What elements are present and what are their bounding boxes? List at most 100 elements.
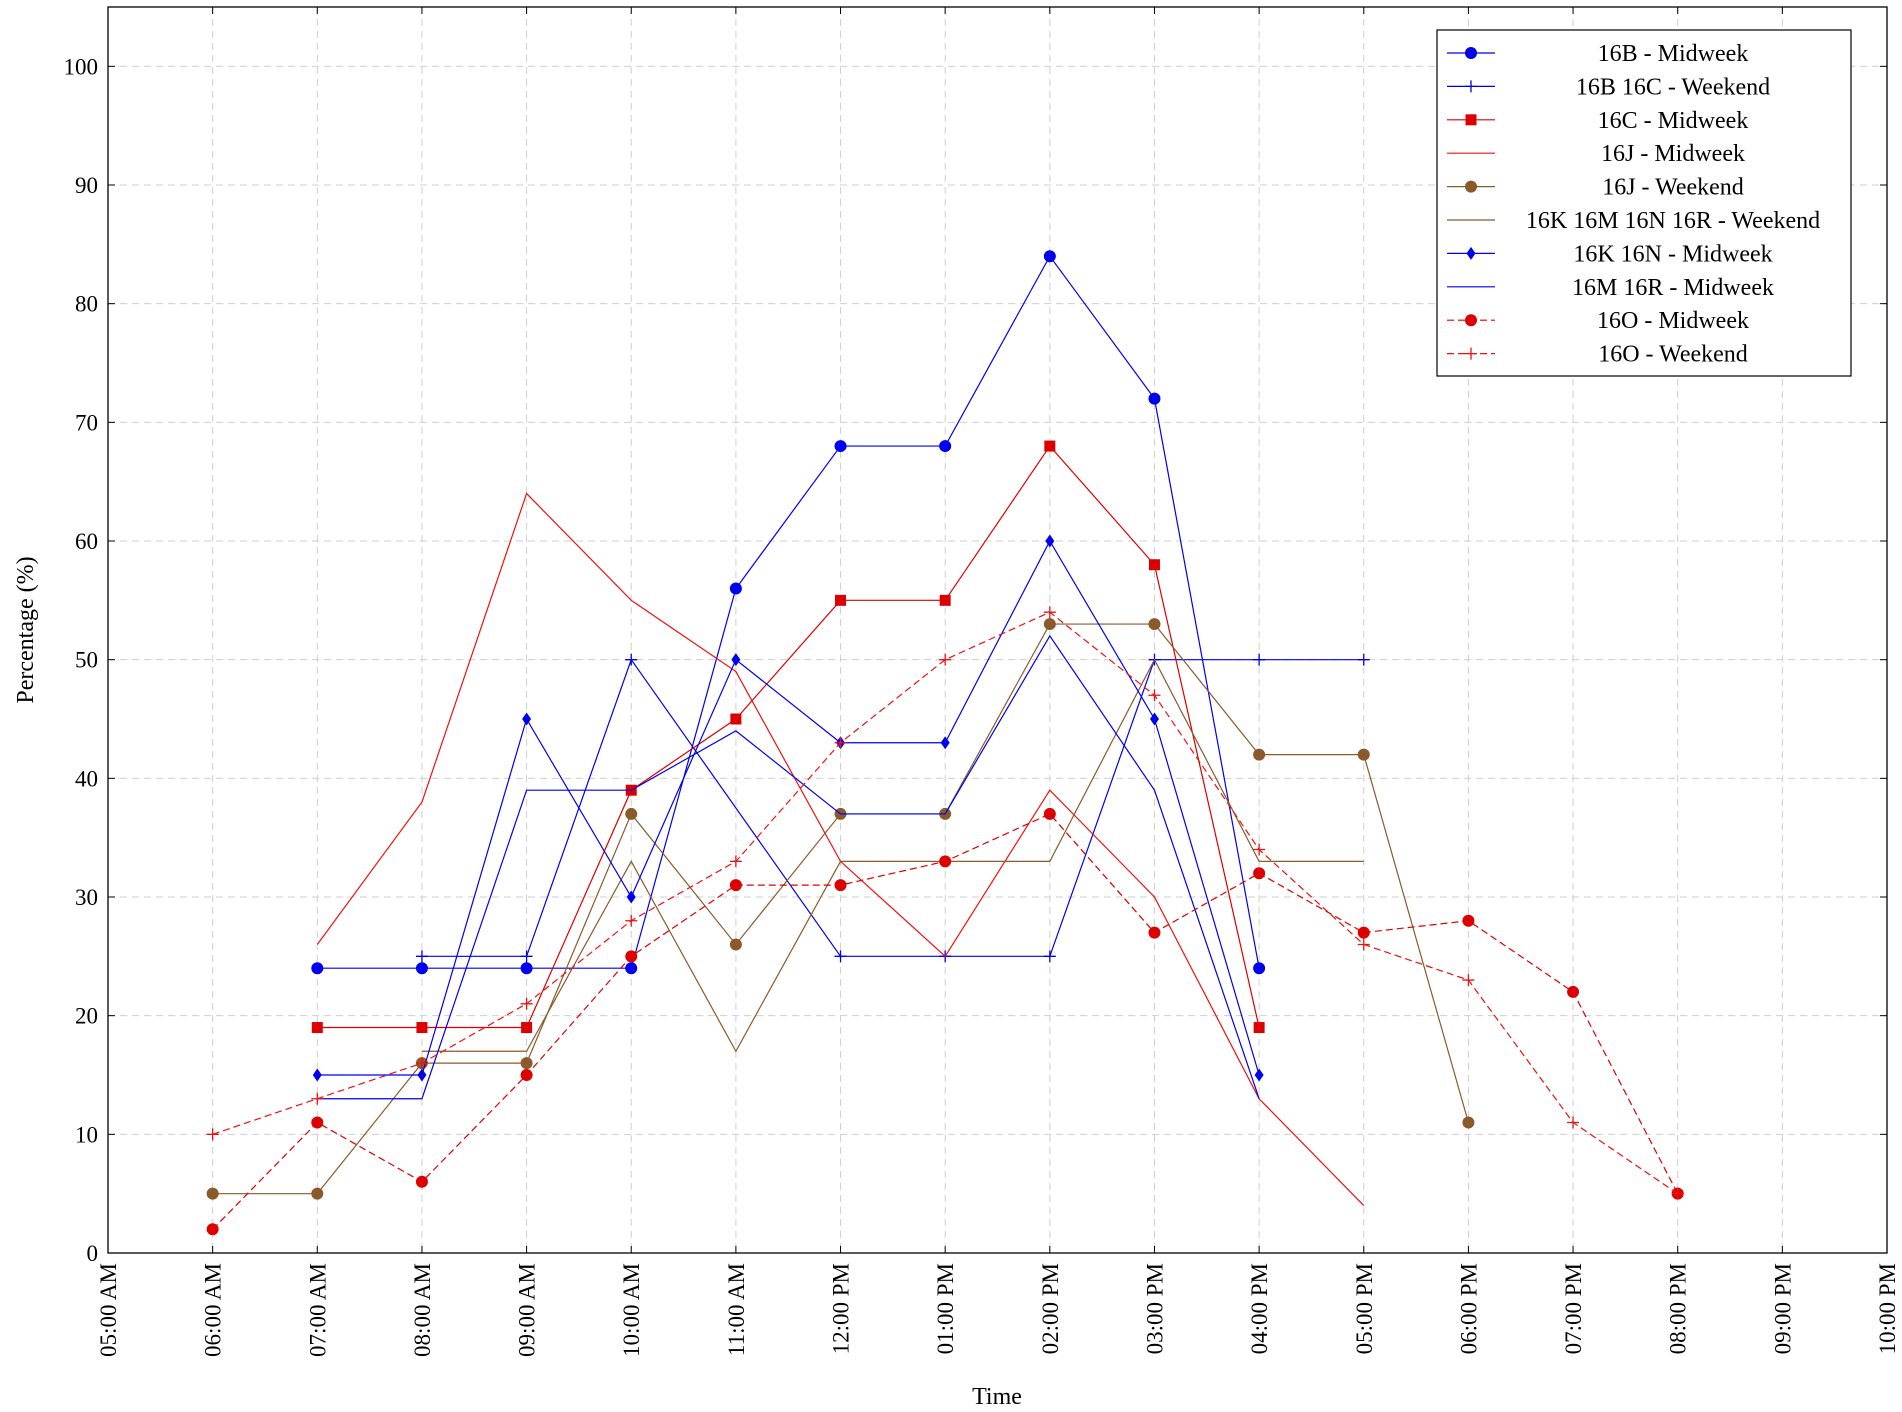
y-axis-label: Percentage (%) xyxy=(13,556,39,703)
legend-label: 16B - Midweek xyxy=(1598,41,1749,67)
data-point xyxy=(1148,559,1160,571)
data-point xyxy=(520,1057,533,1070)
y-tick-label: 40 xyxy=(75,766,98,791)
data-point xyxy=(625,950,638,963)
data-point xyxy=(311,1092,324,1105)
y-tick-label: 60 xyxy=(75,529,98,554)
legend-marker xyxy=(1465,180,1477,193)
data-point xyxy=(1044,440,1056,452)
data-point xyxy=(729,855,742,868)
data-point xyxy=(206,1128,219,1141)
x-tick-label: 01:00 PM xyxy=(933,1263,958,1354)
legend-label: 16M 16R - Midweek xyxy=(1572,275,1774,301)
data-point xyxy=(1148,689,1161,702)
legend-entry: 16C - Midweek xyxy=(1447,108,1748,134)
y-tick-label: 50 xyxy=(75,648,98,673)
data-point xyxy=(1253,843,1266,856)
data-point xyxy=(1043,950,1056,963)
x-tick-label: 07:00 AM xyxy=(305,1263,330,1357)
legend-label: 16K 16M 16N 16R - Weekend xyxy=(1526,208,1820,234)
y-tick-label: 70 xyxy=(75,410,98,435)
data-point xyxy=(415,1175,428,1188)
y-tick-label: 90 xyxy=(75,173,98,198)
data-point xyxy=(1043,807,1056,820)
legend-entry: 16B - Midweek xyxy=(1447,41,1748,67)
data-point xyxy=(206,1223,219,1236)
data-point xyxy=(311,1187,324,1200)
data-point xyxy=(939,440,952,453)
series-line xyxy=(317,539,1260,1076)
legend-entry: 16O - Weekend xyxy=(1447,342,1748,368)
data-point xyxy=(730,713,742,725)
data-point xyxy=(1253,962,1266,975)
series-line xyxy=(421,658,1364,957)
x-tick-label: 06:00 PM xyxy=(1456,1263,1481,1354)
data-point xyxy=(939,653,952,666)
legend-entry: 16J - Midweek xyxy=(1447,141,1745,167)
legend-label: 16J - Weekend xyxy=(1602,175,1744,201)
legend-label: 16J - Midweek xyxy=(1601,141,1745,167)
series-line xyxy=(317,445,1260,1029)
data-point xyxy=(1567,985,1580,998)
data-point xyxy=(1462,1116,1475,1129)
data-point xyxy=(1148,618,1161,631)
legend: 16B - Midweek 16B 16C - Weekend 16C - Midw… xyxy=(1436,29,1852,377)
data-point xyxy=(1357,926,1370,939)
legend-marker xyxy=(1466,246,1476,260)
data-point xyxy=(1357,748,1370,761)
series-line xyxy=(317,634,1260,1100)
legend-label: 16K 16N - Midweek xyxy=(1573,241,1772,267)
y-tick-label: 30 xyxy=(75,885,98,910)
series-16b-midweek xyxy=(311,250,1266,975)
data-point xyxy=(1671,1187,1684,1200)
legend-label: 16B 16C - Weekend xyxy=(1576,74,1770,100)
x-tick-label: 04:00 PM xyxy=(1247,1263,1272,1354)
legend-entry: 16J - Weekend xyxy=(1447,175,1744,201)
data-point xyxy=(1462,914,1475,927)
data-point xyxy=(834,879,847,892)
series-16c-midweek xyxy=(311,440,1265,1034)
x-tick-label: 09:00 PM xyxy=(1770,1263,1795,1354)
legend-marker xyxy=(1465,47,1477,59)
series-line xyxy=(317,255,1260,969)
y-tick-label: 0 xyxy=(87,1241,99,1266)
data-point xyxy=(1148,392,1161,405)
x-tick-label: 02:00 PM xyxy=(1038,1263,1063,1354)
data-point xyxy=(834,950,847,963)
series-16o-midweek xyxy=(206,807,1684,1236)
data-point xyxy=(417,1068,427,1082)
legend-label: 16C - Midweek xyxy=(1598,108,1749,134)
data-point xyxy=(1253,867,1266,880)
legend-entry: 16K 16N - Midweek xyxy=(1447,241,1773,267)
series-line xyxy=(212,611,1679,1195)
y-tick-label: 100 xyxy=(64,54,99,79)
x-tick-label: 10:00 AM xyxy=(619,1263,644,1357)
data-point xyxy=(1462,974,1475,987)
x-tick-label: 03:00 PM xyxy=(1142,1263,1167,1354)
x-tick-label: 06:00 AM xyxy=(201,1263,226,1357)
series-line xyxy=(421,658,1364,1053)
data-point xyxy=(311,962,324,975)
legend-marker xyxy=(1465,114,1477,126)
x-tick-label: 11:00 AM xyxy=(724,1263,749,1356)
data-point xyxy=(1043,618,1056,631)
legend-marker xyxy=(1465,347,1477,360)
data-point xyxy=(729,879,742,892)
y-tick-label: 80 xyxy=(75,292,98,317)
data-point xyxy=(1357,938,1370,951)
x-tick-label: 10:00 PM xyxy=(1875,1263,1900,1354)
series-layer xyxy=(206,250,1684,1236)
data-point xyxy=(1253,1022,1265,1034)
data-point xyxy=(834,440,847,453)
series-16m-16r-midweek xyxy=(317,634,1260,1100)
data-point xyxy=(625,914,638,927)
x-tick-label: 08:00 AM xyxy=(410,1263,435,1357)
x-tick-label: 09:00 AM xyxy=(515,1263,540,1357)
data-point xyxy=(1045,534,1055,548)
data-point xyxy=(520,1069,533,1081)
series-16k-16n-midweek xyxy=(312,534,1264,1082)
data-point xyxy=(1149,712,1159,726)
data-point xyxy=(1254,1068,1264,1082)
series-16o-weekend xyxy=(206,606,1684,1200)
